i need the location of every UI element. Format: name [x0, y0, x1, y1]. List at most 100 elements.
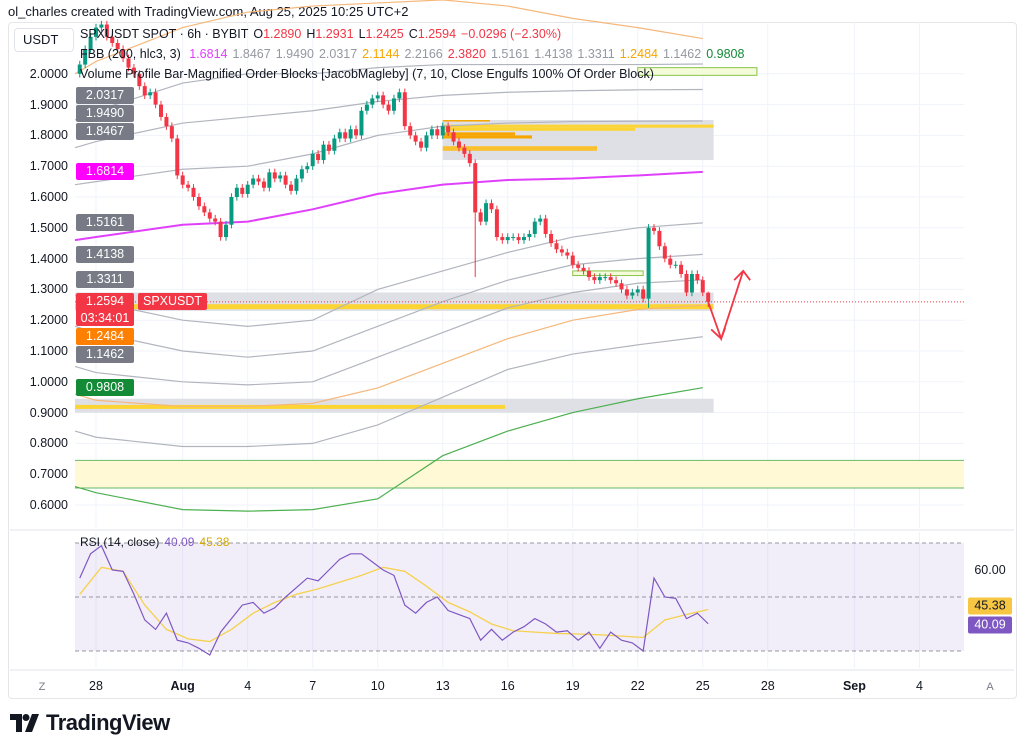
- fbb-value: 1.1462: [662, 47, 702, 61]
- candle: [191, 184, 196, 201]
- candle: [110, 33, 115, 47]
- fbb-basis-line: [74, 170, 703, 242]
- candle-body: [391, 98, 396, 111]
- fbb-band-line: [74, 0, 703, 75]
- candle: [484, 199, 489, 226]
- currency-button[interactable]: USDT: [14, 28, 74, 52]
- candle-body: [278, 175, 283, 179]
- candle: [224, 221, 229, 241]
- candle: [419, 137, 424, 152]
- candle: [267, 168, 272, 192]
- candle: [375, 91, 380, 103]
- price-tick: 1.7000: [29, 159, 68, 174]
- candle: [700, 276, 705, 297]
- candle-body: [202, 206, 207, 213]
- order-block-box: [572, 270, 644, 277]
- candle-body: [565, 252, 570, 256]
- candle: [603, 273, 608, 281]
- candle-body: [456, 141, 461, 148]
- candle-body: [549, 233, 554, 244]
- candle-body: [386, 104, 391, 111]
- open-value: 1.2890: [263, 27, 302, 41]
- volume-profile-legend[interactable]: Volume Profile Bar-Magnified Order Block…: [80, 67, 659, 82]
- candle-body: [256, 178, 261, 182]
- time-tick: 28: [760, 679, 775, 693]
- auto-scale-z-button[interactable]: Z: [38, 681, 46, 693]
- symbol-legend[interactable]: SPXUSDT SPOT · 6h · BYBIT O1.2890 H1.2931 L…: [80, 27, 566, 42]
- candle-body: [570, 255, 575, 265]
- candle-body: [581, 267, 586, 271]
- high-value: 1.2931: [315, 27, 354, 41]
- candle-body: [695, 274, 700, 281]
- fbb-band-line: [74, 253, 703, 358]
- candle-body: [234, 187, 239, 197]
- candle: [500, 233, 505, 244]
- candle-body: [657, 230, 662, 247]
- candle: [77, 60, 82, 78]
- candle: [83, 45, 88, 69]
- chart-frame: [8, 22, 1017, 699]
- candle-body: [413, 135, 418, 142]
- candle: [131, 63, 136, 78]
- price-badge: 1.5161: [76, 214, 134, 232]
- candle-body: [652, 227, 657, 231]
- candle: [348, 125, 353, 143]
- candle: [316, 150, 321, 164]
- candle-body: [484, 203, 489, 222]
- candle-body: [115, 43, 120, 50]
- high-label: H: [306, 27, 316, 41]
- candle-body: [142, 86, 147, 96]
- fbb-legend[interactable]: FBB (200, hlc3, 3) 1.6814 1.8467 1.9490 2.0…: [80, 47, 749, 62]
- time-tick: 7: [309, 679, 317, 693]
- candle: [121, 45, 126, 63]
- candle: [337, 128, 342, 143]
- price-tick: 2.0000: [29, 66, 68, 81]
- candle: [549, 230, 554, 247]
- fbb-band-line: [74, 336, 703, 448]
- candle: [175, 134, 180, 180]
- price-badge: 1.2484: [76, 328, 134, 346]
- candle: [272, 168, 277, 183]
- candle-body: [641, 289, 646, 299]
- price-badge: 2.0317: [76, 87, 134, 104]
- fbb-value: 2.3820: [447, 47, 486, 61]
- fbb-value: 1.9490: [275, 47, 314, 61]
- candle-body: [245, 184, 250, 194]
- candle: [538, 214, 543, 226]
- candle-body: [121, 49, 126, 59]
- time-tick: 13: [435, 679, 450, 693]
- candle: [511, 233, 516, 241]
- candle-body: [619, 283, 624, 290]
- time-tick: 22: [630, 679, 645, 693]
- candle-body: [635, 289, 640, 293]
- fbb-value: 1.6814: [189, 47, 228, 61]
- candle: [570, 251, 575, 269]
- candle: [88, 33, 93, 53]
- candle-body: [359, 110, 364, 136]
- candle: [494, 205, 499, 241]
- arrow-head-up: [733, 269, 751, 281]
- candle: [429, 125, 434, 140]
- fbb-band-line: [74, 279, 703, 386]
- candle: [202, 202, 207, 217]
- candle: [104, 20, 109, 41]
- candle-body: [419, 141, 424, 148]
- candle-body: [88, 36, 93, 50]
- candle-body: [164, 116, 169, 127]
- candle-body: [489, 203, 494, 210]
- rsi-ma-line: [79, 566, 709, 643]
- candle: [662, 242, 667, 263]
- fbb-value: 2.2166: [404, 47, 443, 61]
- candle-body: [375, 95, 380, 99]
- price-tick: 0.8000: [29, 436, 68, 451]
- candle-body: [310, 153, 315, 167]
- rsi-ma-badge: 45.38: [968, 597, 1012, 615]
- rsi-legend[interactable]: RSI (14, close) 40.09 45.38: [80, 535, 234, 550]
- auto-scale-a-button[interactable]: A: [986, 681, 994, 693]
- tradingview-logo[interactable]: TradingView: [10, 710, 170, 736]
- candle: [305, 162, 310, 173]
- candle-body: [576, 264, 581, 268]
- candle-body: [614, 280, 619, 284]
- candle-body: [662, 246, 667, 259]
